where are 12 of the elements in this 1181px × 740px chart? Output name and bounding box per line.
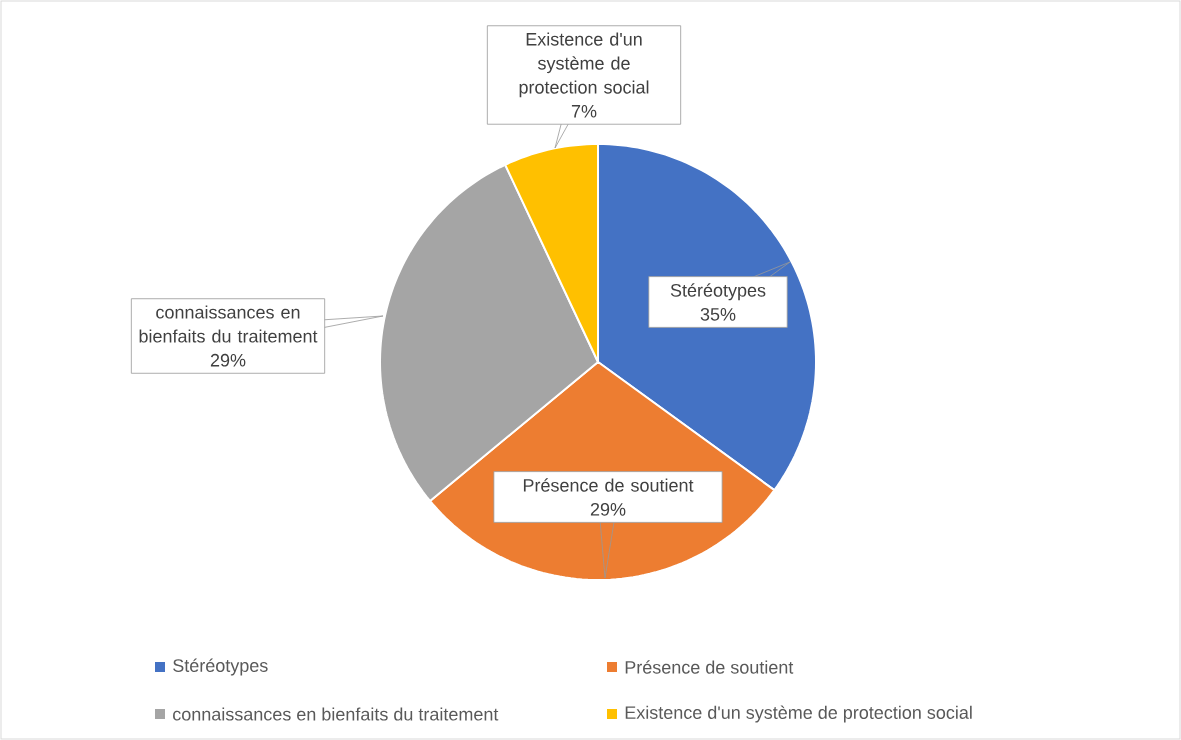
slice-label: Stéréotypes xyxy=(670,283,766,301)
legend-label: connaissances en bienfaits du traitement xyxy=(173,707,499,721)
legend-label: Existence d'un système de protection social xyxy=(625,705,972,723)
slice-label: connaissances en bienfaits du traitement xyxy=(139,305,318,343)
legend-label: Stéréotypes xyxy=(173,658,268,676)
legend-label: Présence de soutient xyxy=(625,660,794,674)
data-label: 29% xyxy=(210,353,246,367)
slice-label: Présence de soutient xyxy=(523,478,694,492)
slice-label: Existence d'un système de protection social xyxy=(519,32,649,98)
data-label: 35% xyxy=(700,307,736,321)
data-label: 29% xyxy=(590,502,626,516)
data-label: 7% xyxy=(571,104,597,118)
